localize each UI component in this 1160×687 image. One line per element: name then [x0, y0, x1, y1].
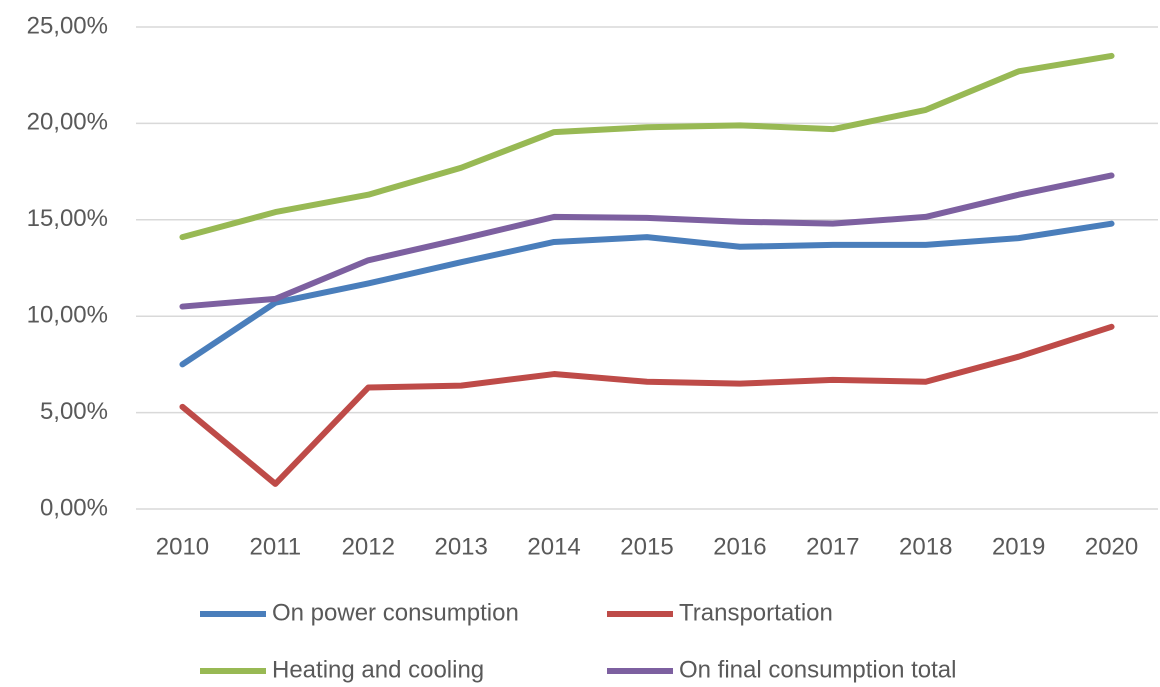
y-tick-label: 15,00%: [27, 205, 108, 232]
y-tick-label: 0,00%: [40, 494, 108, 521]
y-tick-label: 25,00%: [27, 12, 108, 39]
series-line: [179, 172, 1115, 310]
x-tick-label: 2014: [527, 533, 580, 560]
legend-label: Heating and cooling: [272, 656, 484, 683]
x-tick-label: 2010: [156, 533, 209, 560]
x-tick-label: 2016: [713, 533, 766, 560]
y-tick-label: 5,00%: [40, 398, 108, 425]
series-line: [179, 220, 1115, 368]
x-tick-label: 2012: [342, 533, 395, 560]
series-line: [179, 52, 1115, 241]
x-tick-label: 2019: [992, 533, 1045, 560]
y-tick-label: 20,00%: [27, 109, 108, 136]
x-tick-label: 2017: [806, 533, 859, 560]
x-tick-label: 2018: [899, 533, 952, 560]
x-tick-label: 2013: [434, 533, 487, 560]
x-tick-label: 2020: [1085, 533, 1138, 560]
series-line: [179, 323, 1115, 487]
legend-label: On power consumption: [272, 599, 519, 626]
legend-label: Transportation: [679, 599, 833, 626]
x-tick-label: 2011: [250, 533, 302, 560]
y-tick-label: 10,00%: [27, 302, 108, 329]
legend-label: On final consumption total: [679, 656, 957, 683]
x-tick-label: 2015: [620, 533, 673, 560]
